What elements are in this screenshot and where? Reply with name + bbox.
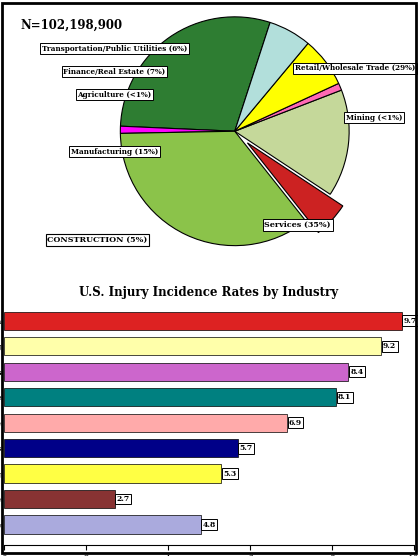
Text: 4.8: 4.8	[203, 520, 216, 529]
Wedge shape	[235, 90, 349, 194]
Text: Transportation/Public Utilities (6%): Transportation/Public Utilities (6%)	[42, 45, 187, 53]
Text: Retail/Wholesale Trade (29%): Retail/Wholesale Trade (29%)	[295, 64, 415, 72]
Bar	[4, 363, 348, 381]
Bar	[4, 311, 402, 330]
Bar	[4, 414, 287, 432]
Wedge shape	[235, 83, 342, 131]
Wedge shape	[235, 22, 308, 131]
Text: Manufacturing (15%): Manufacturing (15%)	[71, 148, 158, 156]
Text: 5.7: 5.7	[240, 444, 253, 452]
Text: 5.3: 5.3	[223, 470, 237, 478]
Wedge shape	[247, 143, 343, 232]
Text: 6.9: 6.9	[289, 419, 302, 426]
Bar	[4, 464, 221, 483]
Text: Finance/Real Estate (7%): Finance/Real Estate (7%)	[64, 68, 166, 76]
Bar	[4, 388, 336, 406]
Bar	[4, 439, 238, 458]
Bar	[4, 337, 381, 355]
Bar	[4, 515, 201, 534]
Wedge shape	[120, 17, 270, 131]
Wedge shape	[120, 131, 306, 246]
Text: Services (35%): Services (35%)	[265, 221, 331, 229]
Text: CONSTRUCTION (5%): CONSTRUCTION (5%)	[47, 236, 148, 244]
Text: 8.4: 8.4	[350, 368, 364, 376]
Wedge shape	[235, 43, 339, 131]
Wedge shape	[120, 126, 235, 133]
Text: Agriculture (<1%): Agriculture (<1%)	[77, 91, 152, 98]
Text: Mining (<1%): Mining (<1%)	[346, 113, 403, 122]
Text: 8.1: 8.1	[338, 393, 351, 401]
Text: 2.7: 2.7	[117, 495, 130, 503]
Bar	[4, 490, 115, 508]
Title: U.S. Injury Incidence Rates by Industry: U.S. Injury Incidence Rates by Industry	[79, 286, 339, 299]
Text: 9.7: 9.7	[404, 317, 417, 325]
Text: 9.2: 9.2	[383, 342, 396, 350]
Text: N=102,198,900: N=102,198,900	[20, 19, 122, 32]
